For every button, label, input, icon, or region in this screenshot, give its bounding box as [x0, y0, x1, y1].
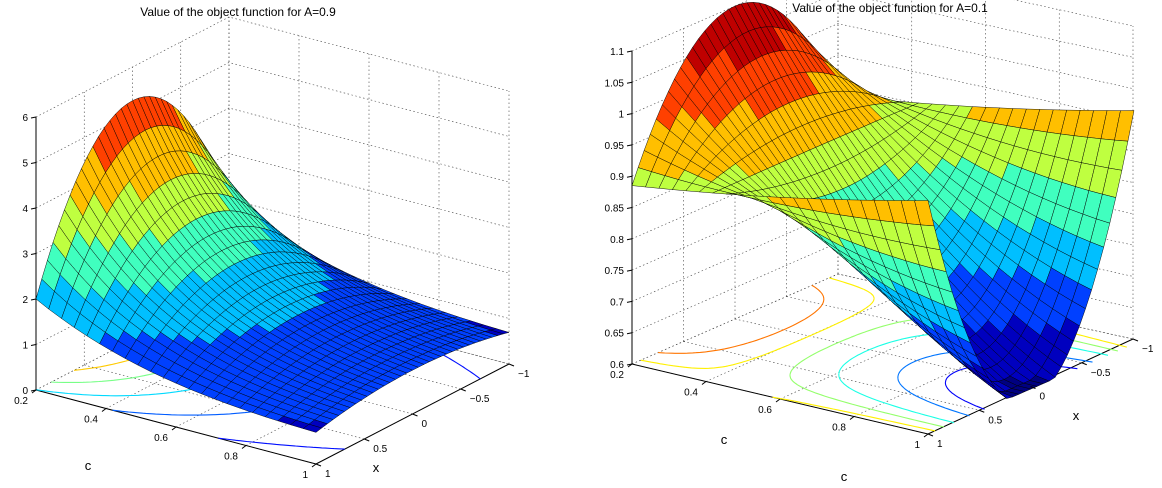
- z-tick-mark: [30, 207, 37, 210]
- z-tick-mark: [626, 300, 633, 303]
- x-tick-label: 0.5: [373, 444, 387, 455]
- grid-line: [35, 62, 510, 163]
- c-tick-label: 0.8: [224, 452, 238, 463]
- c-tick-label: 0.2: [14, 396, 28, 407]
- z-tick-label: 1: [618, 110, 624, 121]
- x-tick-mark: [315, 463, 322, 467]
- c-tick-label: 0.6: [154, 433, 168, 444]
- x-tick-mark: [1030, 386, 1036, 389]
- c-tick-label: 0.8: [832, 423, 846, 434]
- z-tick-mark: [626, 269, 633, 272]
- x-tick-mark: [460, 388, 466, 392]
- x-tick-mark: [1132, 338, 1139, 342]
- c-tick-mark: [31, 389, 37, 394]
- contour-line: [658, 284, 825, 354]
- c-tick-mark: [627, 363, 633, 368]
- z-tick-label: 6: [22, 113, 28, 124]
- z-tick-label: 0.75: [605, 266, 625, 277]
- z-tick-mark: [626, 81, 633, 84]
- z-tick-mark: [30, 253, 37, 255]
- x-tick-mark: [508, 363, 515, 367]
- z-tick-label: 2: [22, 295, 28, 306]
- z-tick-label: 0.85: [605, 204, 625, 215]
- x-tick-label: −0.5: [470, 394, 490, 405]
- x-tick-mark: [927, 433, 934, 437]
- x-tick-label: −1: [1142, 344, 1154, 355]
- z-tick-mark: [626, 332, 633, 335]
- c-tick-label: 0.4: [84, 415, 98, 426]
- z-tick-mark: [626, 207, 633, 209]
- z-tick-mark: [626, 50, 633, 53]
- z-tick-mark: [30, 116, 37, 119]
- z-tick-label: 3: [22, 250, 28, 261]
- c-tick-label: 0.6: [758, 405, 772, 416]
- y-axis-label-x: x: [373, 460, 380, 475]
- c-tick-label: 1: [302, 470, 308, 481]
- c-tick-label: 1: [914, 440, 920, 451]
- y-axis-label-x: x: [1073, 408, 1080, 423]
- x-tick-mark: [364, 438, 370, 442]
- z-tick-label: 1: [22, 341, 28, 352]
- z-tick-label: 0: [22, 386, 28, 397]
- c-tick-label: 0.2: [610, 370, 624, 381]
- x-tick-label: 0: [1040, 392, 1046, 403]
- c-tick-mark: [311, 463, 317, 468]
- surface-mesh: [631, 2, 1135, 399]
- grid-line: [631, 54, 1134, 146]
- z-tick-label: 0.8: [610, 235, 624, 246]
- z-tick-label: 1.05: [605, 78, 625, 89]
- z-tick-mark: [30, 298, 37, 301]
- z-tick-mark: [626, 144, 633, 147]
- c-tick-mark: [171, 426, 177, 431]
- surface-plot-a01: Value of the object function for A=0.1 0…: [605, 0, 1154, 484]
- x-axis-label-c: c: [85, 458, 92, 473]
- x-tick-label: 0: [422, 419, 428, 430]
- z-tick-label: 0.7: [610, 297, 624, 308]
- c-tick-mark: [849, 416, 855, 420]
- surface-patch: [303, 423, 322, 433]
- x-tick-label: −1: [518, 369, 530, 380]
- z-tick-label: 0.65: [605, 329, 625, 340]
- z-tick-label: 5: [22, 159, 28, 170]
- x-tick-label: 0.5: [988, 415, 1002, 426]
- tick-labels: 0.60.650.70.750.80.850.90.9511.051.10.20…: [605, 47, 1154, 451]
- surface-patch: [914, 200, 935, 227]
- grid-line: [35, 16, 510, 118]
- z-tick-mark: [30, 162, 37, 164]
- c-tick-mark: [241, 445, 247, 449]
- chart-title: Value of the object function for A=0.1: [792, 1, 988, 15]
- z-tick-mark: [626, 113, 633, 116]
- c-tick-mark: [101, 408, 107, 412]
- x-tick-label: −0.5: [1091, 368, 1111, 379]
- tick-labels: 0 1 2 3 4 5 6 0.2 0.4 0.6 0.8 1 1 0.5 0 −0.5 −1: [14, 113, 530, 481]
- c-tick-mark: [923, 433, 929, 438]
- x-tick-label: 1: [937, 439, 943, 450]
- surface-mesh: [35, 96, 510, 433]
- x-tick-mark: [979, 409, 985, 413]
- surface-plot-a09: Value of the object function for A=0.9 0…: [14, 5, 530, 481]
- grid-line: [631, 23, 1134, 114]
- x-tick-mark: [412, 413, 418, 417]
- z-tick-label: 0.95: [605, 141, 625, 152]
- z-tick-label: 4: [22, 204, 28, 215]
- z-tick-mark: [30, 344, 37, 346]
- c-tick-mark: [701, 381, 707, 385]
- c-tick-mark: [775, 398, 781, 403]
- x-axis-label-c-bottom: c: [841, 469, 848, 484]
- c-tick-label: 0.4: [684, 388, 698, 399]
- z-tick-mark: [626, 238, 633, 241]
- z-tick-label: 1.1: [610, 47, 624, 58]
- x-tick-label: 1: [325, 469, 331, 480]
- x-axis-label-c: c: [721, 432, 728, 447]
- z-tick-mark: [626, 175, 633, 178]
- x-tick-mark: [1081, 362, 1087, 366]
- z-tick-label: 0.6: [610, 360, 624, 371]
- grid-line: [683, 341, 980, 411]
- chart-title: Value of the object function for A=0.9: [140, 5, 336, 19]
- grid-line: [779, 306, 986, 400]
- z-tick-label: 0.9: [610, 172, 624, 183]
